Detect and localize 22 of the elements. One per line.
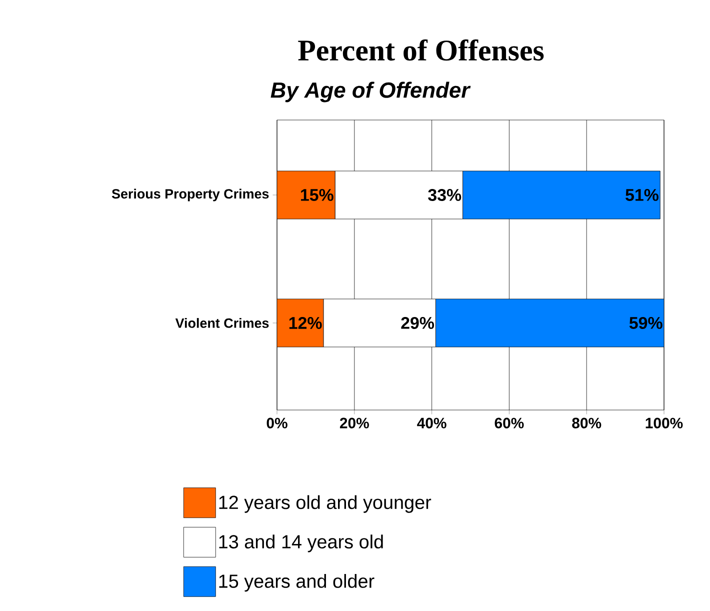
chart-title: Percent of Offenses bbox=[298, 39, 544, 61]
bar bbox=[435, 298, 664, 348]
data-label: 51% bbox=[626, 189, 658, 201]
y-tick-label: Serious Property Crimes bbox=[112, 188, 269, 202]
x-tick-label: 20% bbox=[340, 418, 369, 428]
data-label: 15% bbox=[301, 189, 334, 201]
data-label: 29% bbox=[401, 316, 434, 329]
x-tick-label: 80% bbox=[572, 418, 602, 428]
data-label: 59% bbox=[629, 316, 662, 329]
legend-label: 13 and 14 years old bbox=[219, 534, 383, 552]
x-tick-label: 60% bbox=[494, 418, 524, 428]
bar bbox=[277, 170, 336, 220]
x-tick-label: 40% bbox=[417, 418, 446, 428]
x-tick-label: 0% bbox=[266, 418, 288, 428]
data-label: 33% bbox=[428, 188, 462, 201]
bar bbox=[462, 170, 660, 220]
x-tick-label: 100% bbox=[646, 418, 683, 428]
chart-subtitle: By Age of Offender bbox=[270, 82, 471, 102]
legend-label: 15 years and older bbox=[219, 574, 374, 592]
data-label: 12% bbox=[289, 316, 322, 329]
legend-label: 12 years old and younger bbox=[219, 495, 432, 513]
y-tick-label: Violent Crimes bbox=[175, 318, 269, 328]
